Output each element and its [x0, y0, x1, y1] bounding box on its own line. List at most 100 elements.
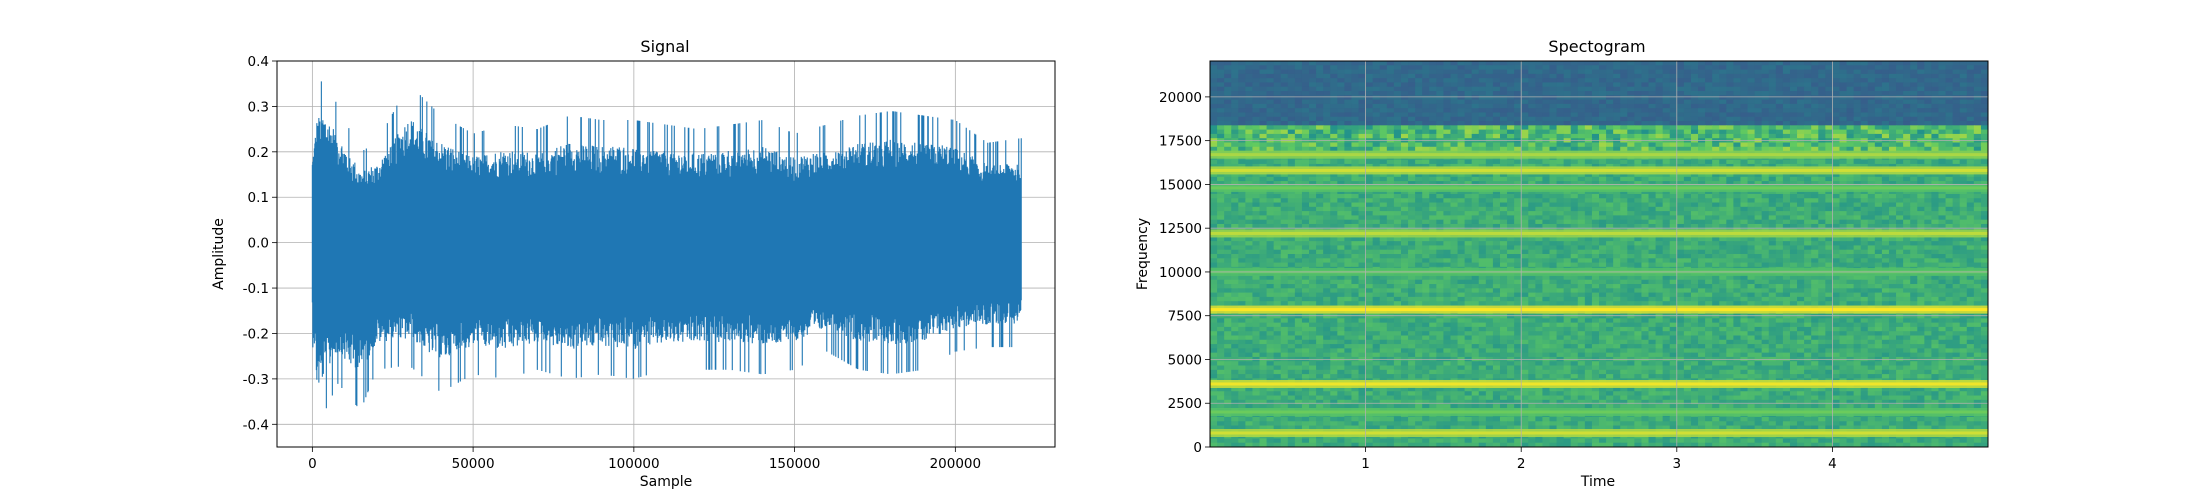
spectrogram-cell	[1620, 189, 1628, 195]
spectrogram-cell	[1655, 181, 1664, 186]
spectrogram-cell	[1549, 159, 1558, 165]
spectrogram-cell	[1514, 133, 1522, 139]
spectrogram-cell	[1966, 116, 1975, 122]
spectrogram-cell	[1804, 108, 1812, 114]
spectrogram-cell	[1627, 198, 1635, 204]
spectrogram-cell	[1450, 219, 1459, 225]
spectrogram-cell	[1400, 129, 1409, 135]
spectrogram-cell	[1896, 133, 1904, 139]
spectrogram-cell	[1238, 163, 1246, 169]
spectrogram-cell	[1280, 215, 1289, 221]
spectrogram-cell	[1924, 223, 1933, 229]
spectrogram-cell	[1860, 133, 1869, 139]
spectrogram-cell	[1896, 241, 1904, 247]
spectrogram-cell	[1931, 146, 1940, 152]
spectrogram-cell	[1811, 108, 1819, 114]
spectrogram-cell	[1422, 86, 1430, 92]
spectrogram-cell	[1712, 163, 1720, 169]
spectrogram-cell	[1606, 108, 1614, 114]
spectrogram-cell	[1507, 189, 1515, 195]
spectrogram-cell	[1811, 65, 1819, 71]
spectrogram-cell	[1832, 236, 1841, 242]
spectrogram-cell	[1584, 215, 1593, 221]
spectrogram-cell	[1245, 61, 1254, 66]
spectrogram-cell	[1662, 206, 1671, 212]
spectrogram-cell	[1818, 215, 1826, 221]
spectrogram-cell	[1818, 78, 1826, 84]
spectrogram-cell	[1577, 86, 1586, 92]
spectrogram-cell	[1591, 245, 1600, 251]
spectrogram-cell	[1273, 133, 1282, 139]
spectrogram-cell	[1613, 133, 1621, 139]
spectrogram-cell	[1782, 91, 1791, 96]
spectrogram-cell	[1613, 223, 1621, 229]
spectrogram-cell	[1917, 159, 1925, 165]
spectrogram-cell	[1832, 198, 1841, 204]
spectrogram-cell	[1344, 133, 1353, 139]
spectrogram-cell	[1422, 108, 1430, 114]
spectrogram-cell	[1634, 211, 1643, 216]
spectrogram-cell	[1761, 82, 1770, 88]
spectrogram-cell	[1280, 69, 1289, 75]
spectrogram-cell	[1952, 116, 1961, 122]
spectrogram-cell	[1860, 103, 1869, 109]
spectrogram-cell	[1344, 211, 1353, 216]
spectrogram-cell	[1811, 163, 1819, 169]
spectrogram-cell	[1287, 198, 1296, 204]
spectrogram-cell	[1535, 91, 1544, 96]
spectrogram-cell	[1231, 69, 1239, 75]
spectrogram-cell	[1910, 159, 1918, 165]
spectrogram-cell	[1613, 61, 1621, 66]
spectrogram-cell	[1372, 198, 1381, 204]
spectrogram-cell	[1726, 198, 1734, 204]
spectrogram-cell	[1492, 103, 1501, 109]
spectrogram-cell	[1952, 189, 1961, 195]
spectrogram-cell	[1280, 103, 1289, 109]
spectrogram-cell	[1648, 103, 1657, 109]
spectrogram-cell	[1726, 193, 1734, 199]
spectrogram-cell	[1542, 82, 1551, 88]
spectrogram-cell	[1747, 73, 1756, 79]
spectrogram-cell	[1896, 172, 1904, 178]
spectrogram-cell	[1917, 108, 1925, 114]
spectrogram-cell	[1577, 189, 1586, 195]
spectrogram-cell	[1266, 215, 1275, 221]
spectrogram-cell	[1351, 95, 1360, 101]
spectrogram-cell	[1499, 146, 1508, 152]
spectrogram-cell	[1294, 61, 1303, 66]
spectrogram-cell	[1372, 103, 1381, 109]
spectrogram-cell	[1266, 112, 1275, 118]
spectrogram-cell	[1492, 65, 1501, 71]
spectrogram-cell	[1683, 159, 1692, 165]
spectrogram-cell	[1690, 78, 1699, 84]
spectrogram-cell	[1492, 159, 1501, 165]
spectrogram-cell	[1393, 116, 1402, 122]
spectrogram-cell	[1492, 236, 1501, 242]
spectrogram-cell	[1917, 211, 1925, 216]
spectrogram-cell	[1245, 223, 1254, 229]
spectrogram-cell	[1669, 133, 1678, 139]
spectrogram-cell	[1429, 159, 1437, 165]
spectrogram-cell	[1309, 163, 1317, 169]
spectrogram-cell	[1627, 202, 1635, 208]
spectrogram-cell	[1980, 172, 1988, 178]
spectrogram-cell	[1797, 219, 1805, 225]
spectrogram-cell	[1952, 146, 1961, 152]
spectrogram-cell	[1365, 95, 1374, 101]
spectrogram-cell	[1952, 198, 1961, 204]
spectrogram-cell	[1698, 236, 1706, 242]
spectrogram-cell	[1620, 223, 1628, 229]
spectrogram-cell	[1733, 249, 1742, 255]
spectrogram-cell	[1266, 159, 1275, 165]
spectrogram-cell	[1634, 249, 1643, 255]
spectrogram-cell	[1952, 86, 1961, 92]
spectrogram-cell	[1669, 206, 1678, 212]
spectrogram-cell	[1450, 108, 1459, 114]
spectrogram-cell	[1881, 159, 1890, 165]
spectrogram-cell	[1648, 142, 1657, 148]
spectrogram-cell	[1542, 236, 1551, 242]
spectrogram-cell	[1478, 211, 1487, 216]
spectrogram-cell	[1627, 142, 1635, 148]
spectrogram-cell	[1273, 116, 1282, 122]
spectrogram-cell	[1408, 236, 1416, 242]
